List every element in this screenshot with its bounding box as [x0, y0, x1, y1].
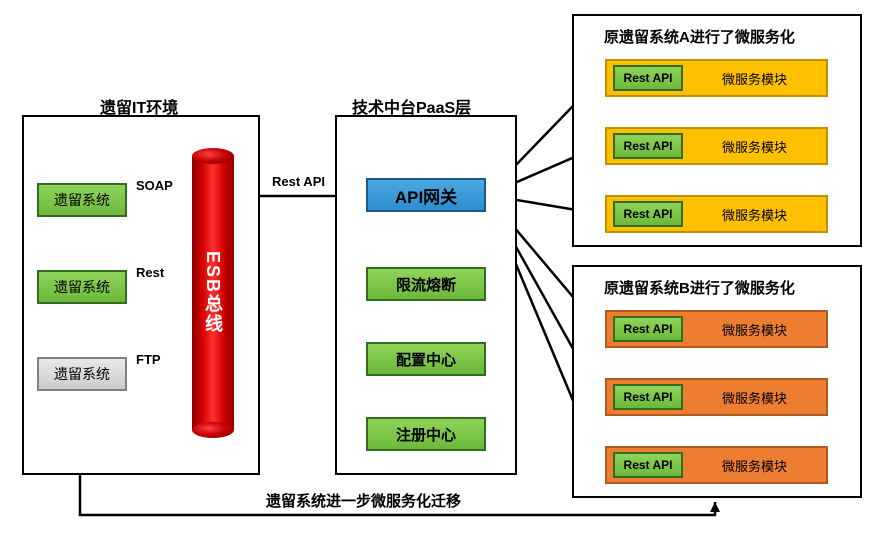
service-a-2-api: Rest API: [613, 133, 683, 159]
service-a-2: Rest API 微服务模块: [605, 127, 828, 165]
service-b-3-label: 微服务模块: [683, 456, 826, 475]
legacy-system-1: 遗留系统: [37, 183, 127, 217]
legacy-env-title: 遗留IT环境: [100, 94, 178, 118]
esb-bus: ESB总线: [192, 148, 234, 438]
system-a-title: 原遗留系统A进行了微服务化: [604, 26, 795, 47]
service-b-2-label: 微服务模块: [683, 388, 826, 407]
system-b-title: 原遗留系统B进行了微服务化: [604, 277, 795, 298]
diagram-canvas: 遗留IT环境 遗留系统 遗留系统 遗留系统 SOAP Rest FTP ESB总…: [0, 0, 875, 546]
service-b-3-api: Rest API: [613, 452, 683, 478]
service-b-1-api: Rest API: [613, 316, 683, 342]
service-b-1-label: 微服务模块: [683, 320, 826, 339]
service-a-1-api: Rest API: [613, 65, 683, 91]
legacy-system-2: 遗留系统: [37, 270, 127, 304]
protocol-soap: SOAP: [136, 178, 173, 193]
paas-registry: 注册中心: [366, 417, 486, 451]
api-gateway: API网关: [366, 178, 486, 212]
paas-rate-limit: 限流熔断: [366, 267, 486, 301]
service-a-2-label: 微服务模块: [683, 137, 826, 156]
migration-label: 遗留系统进一步微服务化迁移: [266, 490, 461, 511]
esb-label: ESB总线: [200, 251, 226, 334]
paas-config-center: 配置中心: [366, 342, 486, 376]
service-b-2-api: Rest API: [613, 384, 683, 410]
service-a-3: Rest API 微服务模块: [605, 195, 828, 233]
protocol-rest: Rest: [136, 265, 164, 280]
service-a-1: Rest API 微服务模块: [605, 59, 828, 97]
paas-title: 技术中台PaaS层: [352, 94, 471, 118]
service-b-2: Rest API 微服务模块: [605, 378, 828, 416]
inbound-rest-api: Rest API: [272, 174, 325, 189]
service-b-1: Rest API 微服务模块: [605, 310, 828, 348]
legacy-system-3: 遗留系统: [37, 357, 127, 391]
protocol-ftp: FTP: [136, 352, 161, 367]
service-a-3-label: 微服务模块: [683, 205, 826, 224]
service-a-3-api: Rest API: [613, 201, 683, 227]
service-b-3: Rest API 微服务模块: [605, 446, 828, 484]
service-a-1-label: 微服务模块: [683, 69, 826, 88]
